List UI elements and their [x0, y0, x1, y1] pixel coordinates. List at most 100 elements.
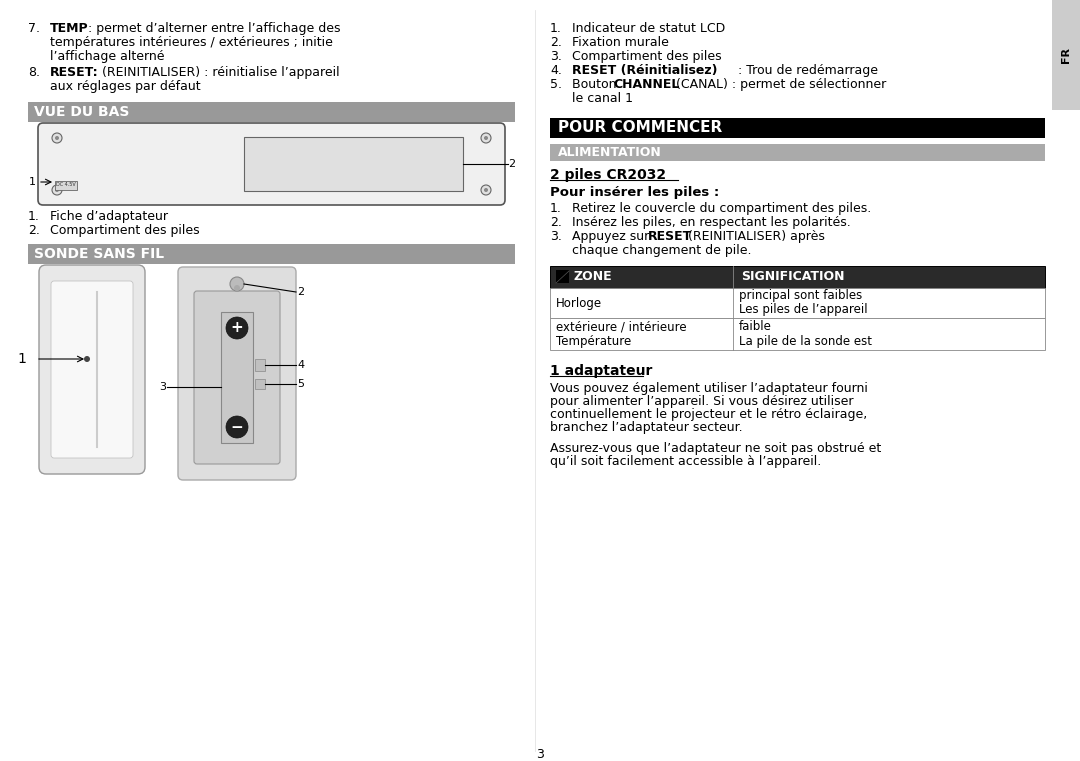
Text: CHANNEL: CHANNEL — [613, 78, 679, 91]
Bar — [556, 270, 569, 283]
Text: 5.: 5. — [550, 78, 562, 91]
Text: 3.: 3. — [550, 50, 562, 63]
Text: ALIMENTATION: ALIMENTATION — [558, 145, 662, 158]
Text: 2: 2 — [297, 287, 305, 297]
Circle shape — [481, 133, 491, 143]
Text: : Trou de redémarrage: : Trou de redémarrage — [738, 64, 878, 77]
Text: 8.: 8. — [28, 66, 40, 79]
Text: 5: 5 — [297, 379, 303, 389]
Text: le canal 1: le canal 1 — [572, 92, 633, 105]
Text: Vous pouvez également utiliser l’adaptateur fourni: Vous pouvez également utiliser l’adaptat… — [550, 382, 868, 395]
Text: : permet d’alterner entre l’affichage des: : permet d’alterner entre l’affichage de… — [87, 22, 340, 35]
Bar — [550, 144, 1045, 161]
Text: (CANAL) : permet de sélectionner: (CANAL) : permet de sélectionner — [672, 78, 887, 91]
Text: Appuyez sur: Appuyez sur — [572, 230, 653, 243]
Text: l’affichage alterné: l’affichage alterné — [50, 50, 164, 63]
Text: 4: 4 — [297, 360, 305, 370]
Text: chaque changement de pile.: chaque changement de pile. — [572, 244, 752, 257]
Text: Fiche d’adaptateur: Fiche d’adaptateur — [50, 210, 168, 223]
Text: faible: faible — [739, 320, 772, 333]
Circle shape — [234, 285, 240, 291]
Text: Compartiment des piles: Compartiment des piles — [50, 224, 200, 237]
FancyBboxPatch shape — [38, 123, 505, 205]
Text: La pile de la sonde est: La pile de la sonde est — [739, 335, 872, 348]
Text: TEMP: TEMP — [50, 22, 89, 35]
Text: 2.: 2. — [28, 224, 40, 237]
Text: 1.: 1. — [550, 22, 562, 35]
Text: 1: 1 — [17, 352, 26, 366]
Text: 2.: 2. — [550, 216, 562, 229]
Bar — [550, 288, 1045, 318]
Circle shape — [484, 188, 488, 192]
Text: températures intérieures / extérieures ; initie: températures intérieures / extérieures ;… — [50, 36, 333, 49]
Text: 2: 2 — [508, 159, 515, 169]
Text: POUR COMMENCER: POUR COMMENCER — [558, 120, 723, 135]
Text: SONDE SANS FIL: SONDE SANS FIL — [33, 247, 164, 261]
Bar — [55, 181, 77, 190]
Circle shape — [55, 188, 59, 192]
Text: SIGNIFICATION: SIGNIFICATION — [741, 270, 845, 284]
Bar — [1052, 0, 1080, 110]
Text: pour alimenter l’appareil. Si vous désirez utiliser: pour alimenter l’appareil. Si vous désir… — [550, 395, 853, 408]
Text: Fixation murale: Fixation murale — [572, 36, 669, 49]
Bar — [244, 137, 463, 191]
Circle shape — [226, 416, 248, 438]
Circle shape — [481, 185, 491, 195]
Circle shape — [230, 277, 244, 291]
Text: Insérez les piles, en respectant les polarités.: Insérez les piles, en respectant les pol… — [572, 216, 851, 229]
Bar — [221, 312, 253, 443]
Bar — [550, 318, 1045, 350]
Text: 3: 3 — [159, 382, 166, 392]
Circle shape — [52, 185, 62, 195]
Text: 2 piles CR2032: 2 piles CR2032 — [550, 168, 666, 182]
Bar — [550, 266, 1045, 288]
Text: 4.: 4. — [550, 64, 562, 77]
Circle shape — [84, 356, 90, 362]
Text: FR: FR — [1061, 47, 1071, 63]
Text: Compartiment des piles: Compartiment des piles — [572, 50, 721, 63]
Text: 2.: 2. — [550, 36, 562, 49]
Text: RESET (Réinitialisez): RESET (Réinitialisez) — [572, 64, 717, 77]
Text: ZONE: ZONE — [573, 270, 612, 284]
Text: qu’il soit facilement accessible à l’appareil.: qu’il soit facilement accessible à l’app… — [550, 455, 821, 468]
Text: continuellement le projecteur et le rétro éclairage,: continuellement le projecteur et le rétr… — [550, 408, 867, 421]
Circle shape — [52, 133, 62, 143]
Text: extérieure / intérieure: extérieure / intérieure — [556, 320, 687, 333]
Text: (REINITIALISER) après: (REINITIALISER) après — [684, 230, 825, 243]
Bar — [28, 102, 515, 122]
Text: RESET:: RESET: — [50, 66, 98, 79]
Text: 1.: 1. — [28, 210, 40, 223]
Circle shape — [484, 136, 488, 140]
Text: Indicateur de statut LCD: Indicateur de statut LCD — [572, 22, 726, 35]
Text: branchez l’adaptateur secteur.: branchez l’adaptateur secteur. — [550, 421, 743, 434]
Text: VUE DU BAS: VUE DU BAS — [33, 105, 130, 119]
Text: RESET: RESET — [648, 230, 692, 243]
Text: −: − — [231, 419, 243, 435]
Text: 7.: 7. — [28, 22, 40, 35]
Text: Pour insérer les piles :: Pour insérer les piles : — [550, 186, 719, 199]
Text: Horloge: Horloge — [556, 297, 603, 310]
Text: 1 adaptateur: 1 adaptateur — [550, 364, 652, 378]
Text: DC 4.5V: DC 4.5V — [56, 183, 76, 187]
FancyBboxPatch shape — [51, 281, 133, 458]
Text: +: + — [231, 320, 243, 336]
Text: Les piles de l’appareil: Les piles de l’appareil — [739, 304, 867, 317]
Bar — [28, 244, 515, 264]
Text: 1: 1 — [29, 177, 36, 187]
FancyBboxPatch shape — [178, 267, 296, 480]
Text: Retirez le couvercle du compartiment des piles.: Retirez le couvercle du compartiment des… — [572, 202, 872, 215]
FancyBboxPatch shape — [39, 265, 145, 474]
Text: (REINITIALISER) : réinitialise l’appareil: (REINITIALISER) : réinitialise l’apparei… — [98, 66, 339, 79]
Text: 3.: 3. — [550, 230, 562, 243]
Text: Bouton: Bouton — [572, 78, 621, 91]
Circle shape — [226, 317, 248, 339]
Text: aux réglages par défaut: aux réglages par défaut — [50, 80, 201, 93]
Text: Assurez-vous que l’adaptateur ne soit pas obstrué et: Assurez-vous que l’adaptateur ne soit pa… — [550, 442, 881, 455]
FancyBboxPatch shape — [194, 291, 280, 464]
Text: 1.: 1. — [550, 202, 562, 215]
Text: Température: Température — [556, 335, 631, 348]
Circle shape — [55, 136, 59, 140]
Bar — [550, 118, 1045, 138]
Bar — [255, 379, 265, 389]
Text: 3: 3 — [536, 748, 544, 761]
